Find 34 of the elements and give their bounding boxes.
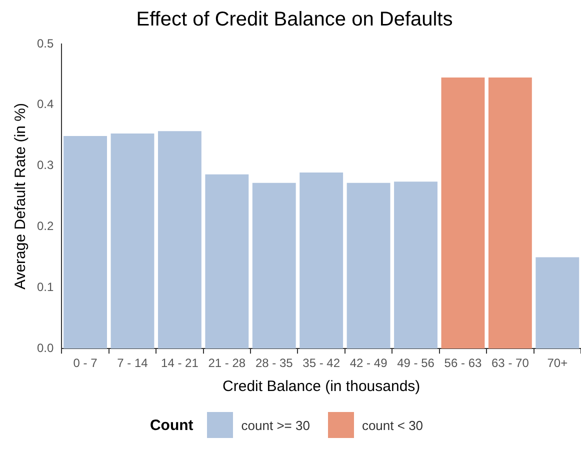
bar	[346, 182, 390, 349]
x-tick-label: 28 - 35	[255, 356, 294, 370]
x-tick-label: 14 - 21	[161, 356, 199, 370]
x-tick-label: 42 - 49	[350, 356, 388, 370]
bar	[536, 257, 580, 349]
bar	[488, 78, 532, 349]
bar	[300, 172, 344, 349]
legend-label: count < 30	[362, 418, 424, 432]
bar	[252, 182, 296, 349]
legend-label: count >= 30	[241, 418, 310, 432]
x-tick-label: 21 - 28	[208, 356, 246, 370]
x-tick-label: 70+	[547, 356, 568, 370]
y-axis-title: Average Default Rate (in %)	[12, 103, 30, 290]
x-tick-label: 0 - 7	[73, 356, 98, 370]
x-tick-label: 7 - 14	[117, 356, 148, 370]
y-tick-label: 0.4	[36, 97, 54, 112]
y-tick-label: 0.5	[36, 36, 54, 50]
x-axis-title: Credit Balance (in thousands)	[222, 378, 420, 396]
bar	[441, 78, 485, 349]
bar	[110, 134, 154, 349]
x-tick-label: 63 - 70	[492, 356, 530, 370]
x-tick-label: 49 - 56	[397, 356, 435, 370]
x-tick-label: 35 - 42	[302, 356, 340, 370]
x-tick-label: 56 - 63	[444, 356, 482, 370]
bar	[205, 174, 249, 349]
legend-title: Count	[150, 416, 194, 434]
y-tick-label: 0.2	[36, 219, 54, 234]
bar	[394, 182, 438, 349]
y-tick-label: 0.3	[36, 158, 54, 172]
y-tick-label: 0.0	[36, 340, 54, 355]
y-tick-label: 0.1	[36, 280, 54, 294]
bar	[64, 136, 108, 349]
chart-title: Effect of Credit Balance on Defaults	[136, 8, 453, 31]
bar	[158, 131, 202, 349]
